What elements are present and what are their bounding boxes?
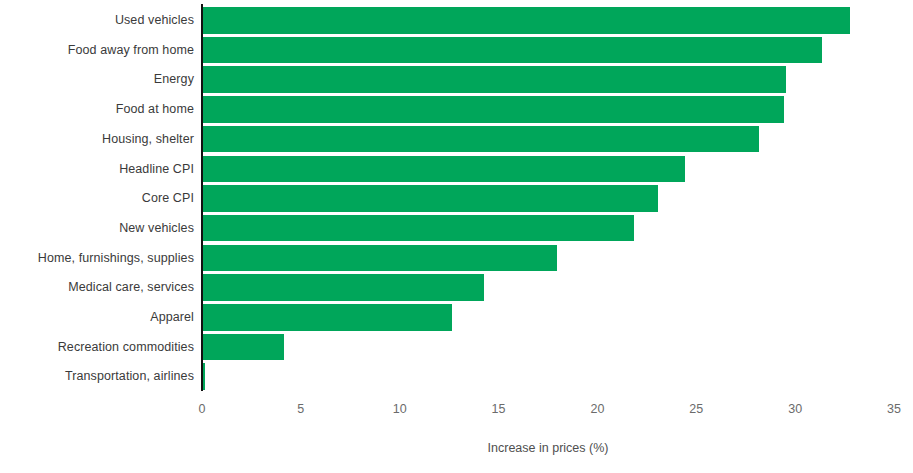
x-tick-label: 10 [393, 402, 407, 416]
bar-track [203, 274, 895, 301]
bar-row: Headline CPI [0, 156, 913, 183]
bar-row: Housing, shelter [0, 126, 913, 153]
bar [203, 156, 685, 183]
bar-row: Core CPI [0, 185, 913, 212]
x-tick-label: 35 [887, 402, 901, 416]
bar-track [203, 185, 895, 212]
bar-track [203, 304, 895, 331]
x-tick-label: 20 [590, 402, 604, 416]
category-label: Used vehicles [0, 7, 194, 34]
bar-track [203, 215, 895, 242]
bar-track [203, 156, 895, 183]
category-label: Headline CPI [0, 156, 194, 183]
bar [203, 126, 759, 153]
bar-track [203, 334, 895, 361]
bar-row: Medical care, services [0, 274, 913, 301]
bar-track [203, 7, 895, 34]
bar-row: Energy [0, 66, 913, 93]
category-label: Home, furnishings, supplies [0, 245, 194, 272]
bar [203, 7, 850, 34]
category-label: Core CPI [0, 185, 194, 212]
x-tick-label: 0 [199, 402, 206, 416]
bar-row: Transportation, airlines [0, 363, 913, 390]
price-increase-bar-chart: Used vehicles Food away from homeEnergy Fo… [0, 0, 913, 473]
bar-row: Food away from home [0, 37, 913, 64]
bar-track [203, 66, 895, 93]
bar-row: Recreation commodities [0, 334, 913, 361]
bar [203, 37, 822, 64]
bar [203, 363, 205, 390]
bar [203, 215, 634, 242]
bar [203, 245, 557, 272]
category-label: Housing, shelter [0, 126, 194, 153]
x-tick-label: 15 [492, 402, 506, 416]
bar [203, 66, 786, 93]
category-label: Food at home [0, 96, 194, 123]
bar-track [203, 363, 895, 390]
category-label: Medical care, services [0, 274, 194, 301]
bar-track [203, 245, 895, 272]
bar-track [203, 126, 895, 153]
bar [203, 304, 452, 331]
category-label: Energy [0, 66, 194, 93]
bar-row: Used vehicles [0, 7, 913, 34]
bar-row: Home, furnishings, supplies [0, 245, 913, 272]
x-tick-label: 30 [788, 402, 802, 416]
bar-row: Food at home [0, 96, 913, 123]
bar [203, 334, 284, 361]
bar-track [203, 37, 895, 64]
bar [203, 96, 784, 123]
x-axis-title: Increase in prices (%) [202, 441, 894, 455]
bar [203, 274, 484, 301]
bar-track [203, 96, 895, 123]
bar-row: New vehicles [0, 215, 913, 242]
category-label: New vehicles [0, 215, 194, 242]
bar-row: Apparel [0, 304, 913, 331]
x-tick-label: 25 [689, 402, 703, 416]
x-axis-ticks: 05101520253035 [202, 402, 894, 418]
bar [203, 185, 658, 212]
category-label: Food away from home [0, 37, 194, 64]
category-label: Apparel [0, 304, 194, 331]
bars-area: Used vehicles Food away from homeEnergy Fo… [0, 7, 913, 393]
x-tick-label: 5 [297, 402, 304, 416]
category-label: Recreation commodities [0, 334, 194, 361]
category-label: Transportation, airlines [0, 363, 194, 390]
